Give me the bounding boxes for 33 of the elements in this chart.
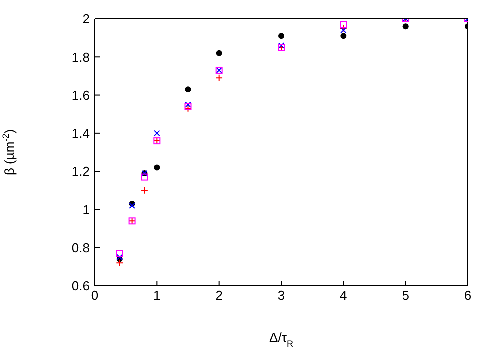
y-tick-label: 0.6 [72, 278, 90, 294]
point [116, 250, 124, 258]
point [340, 21, 348, 28]
y-tick-label: 1.4 [72, 126, 90, 142]
point [340, 27, 347, 34]
point [154, 164, 160, 171]
point [141, 174, 148, 181]
point [216, 50, 222, 56]
y-tick-label: 2 [82, 12, 90, 27]
y-tick-label: 1.6 [72, 88, 90, 103]
point [340, 33, 347, 40]
x-tick-label: 3 [278, 288, 286, 304]
y-tick-label: 0.8 [72, 240, 90, 256]
point [278, 42, 285, 49]
point [141, 186, 148, 194]
point [278, 33, 284, 40]
x-axis-title: Δ/τ$_{R}$ [270, 330, 294, 349]
point [116, 259, 124, 267]
x-tick-label: 6 [464, 288, 472, 304]
y-tick-label: 1 [82, 202, 90, 218]
x-tick-label: 2 [216, 288, 223, 304]
point [216, 74, 224, 82]
point [402, 24, 409, 30]
x-tick-label: 1 [154, 288, 161, 304]
y-tick-label: 1.2 [72, 164, 90, 180]
x-tick-label: 0 [91, 288, 99, 304]
point [185, 102, 192, 108]
y-tick-label: 1.8 [72, 50, 90, 65]
x-tick-label: 4 [340, 288, 348, 304]
point [185, 86, 192, 93]
point [340, 24, 348, 32]
point [154, 130, 160, 137]
x-tick-label: 5 [402, 288, 410, 304]
